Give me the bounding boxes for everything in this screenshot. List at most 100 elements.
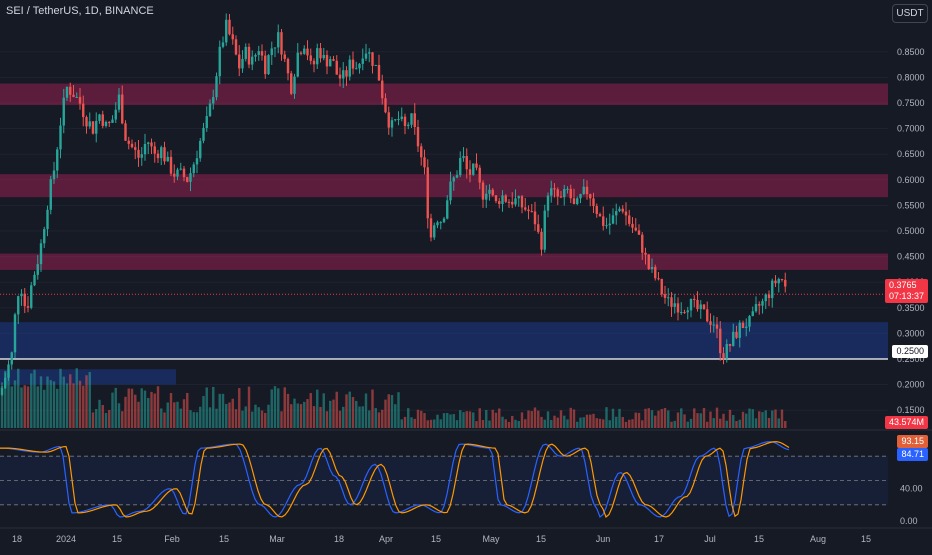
price-tick-label: 0.5000	[897, 226, 925, 236]
price-tick-label: 0.7000	[897, 124, 925, 134]
candle-body	[566, 188, 569, 190]
candle-body	[82, 103, 85, 118]
candle-body	[329, 59, 332, 67]
candle-body	[374, 64, 377, 66]
candle-body	[286, 58, 290, 74]
candle-body	[299, 52, 303, 54]
candle-body	[501, 195, 504, 204]
volume-bar	[498, 408, 501, 428]
volume-bar	[634, 412, 637, 428]
volume-bar	[348, 391, 351, 428]
volume-bar	[673, 420, 676, 428]
candle-body	[290, 73, 293, 94]
volume-bar	[732, 415, 735, 428]
candle-body	[397, 119, 400, 121]
volume-bar	[260, 410, 264, 428]
volume-bar	[104, 412, 108, 428]
candle-body	[160, 147, 163, 159]
volume-bar	[212, 386, 215, 428]
time-tick-label: Aug	[810, 534, 826, 544]
volume-bar	[689, 418, 693, 428]
volume-bar	[712, 418, 715, 428]
candle-body	[693, 298, 696, 300]
volume-bar	[524, 419, 527, 428]
candle-body	[56, 149, 59, 171]
candle-body	[628, 215, 631, 224]
volume-bar	[517, 420, 520, 428]
volume-bar	[202, 396, 205, 428]
volume-bar	[576, 421, 579, 428]
candle-body	[407, 124, 410, 126]
level-badge: 0.2500	[892, 345, 928, 358]
volume-bar	[325, 411, 329, 428]
volume-bar	[69, 374, 72, 428]
candle-body	[433, 225, 436, 238]
volume-bar	[429, 419, 433, 428]
volume-bar	[784, 420, 787, 428]
volume-bar	[403, 416, 407, 428]
candle-body	[75, 96, 78, 98]
candle-body	[260, 51, 264, 56]
volume-bar	[706, 421, 709, 428]
candle-body	[101, 114, 104, 126]
resistance-zone	[0, 174, 888, 198]
candle-body	[325, 54, 329, 67]
candle-body	[189, 173, 192, 182]
candle-body	[368, 52, 371, 54]
candle-body	[192, 164, 195, 174]
candle-body	[195, 158, 199, 165]
candle-body	[244, 46, 247, 59]
candle-body	[530, 211, 533, 213]
candle-body	[312, 60, 316, 65]
currency-button[interactable]: USDT	[892, 4, 928, 23]
time-tick-label: 15	[219, 534, 229, 544]
volume-bar	[455, 420, 459, 428]
volume-bar	[566, 419, 569, 428]
candle-body	[153, 146, 156, 154]
volume-bar	[407, 408, 410, 428]
candle-body	[348, 59, 351, 77]
candle-body	[231, 34, 234, 40]
candle-body	[543, 210, 546, 250]
volume-bar	[254, 404, 257, 428]
volume-bar	[654, 415, 657, 428]
volume-bar	[501, 416, 504, 428]
volume-bar	[52, 381, 56, 428]
volume-bar	[771, 410, 774, 428]
volume-bar	[364, 393, 368, 428]
volume-bar	[663, 407, 667, 428]
volume-bar	[748, 408, 751, 428]
candle-body	[143, 143, 147, 155]
candle-body	[319, 48, 322, 59]
candle-body	[273, 47, 277, 49]
volume-bar	[481, 419, 485, 428]
stoch-k-badge: 93.15	[897, 435, 928, 448]
time-tick-label: 15	[861, 534, 871, 544]
volume-bar	[277, 388, 280, 428]
candle-body	[572, 198, 576, 205]
volume-bar	[660, 409, 663, 428]
volume-bar	[699, 413, 702, 428]
volume-bar	[436, 414, 439, 428]
candle-body	[283, 54, 286, 59]
price-tick-label: 0.1500	[897, 405, 925, 415]
candle-body	[429, 218, 433, 238]
volume-bar	[36, 386, 39, 428]
volume-bar	[85, 375, 88, 428]
volume-bar	[114, 387, 117, 428]
candle-body	[468, 169, 472, 175]
volume-bar	[267, 404, 270, 428]
volume-bar	[735, 421, 738, 428]
candle-body	[767, 294, 771, 299]
candle-body	[696, 299, 699, 310]
volume-bar	[65, 383, 69, 428]
volume-bar	[644, 408, 647, 428]
time-tick-label: 15	[112, 534, 122, 544]
candle-body	[95, 120, 98, 134]
candle-body	[59, 125, 62, 150]
volume-bar	[702, 407, 706, 428]
volume-bar	[628, 419, 631, 428]
volume-bar	[667, 410, 670, 428]
